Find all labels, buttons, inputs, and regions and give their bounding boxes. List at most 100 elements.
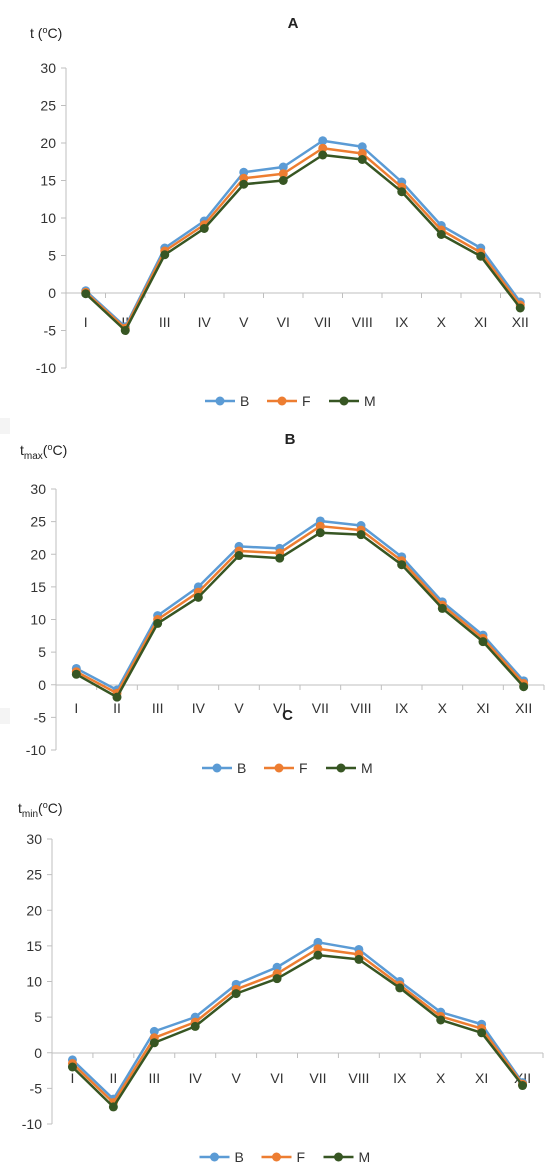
- data-point-M: [476, 251, 486, 261]
- y-tick-label: 5: [34, 1009, 42, 1025]
- data-point-M: [149, 1038, 159, 1048]
- data-point-M: [160, 250, 170, 260]
- data-point-M: [354, 954, 364, 964]
- x-tick-label: I: [74, 700, 78, 716]
- data-point-M: [436, 230, 446, 239]
- y-tick-label: 15: [26, 938, 42, 954]
- legend-marker-B: [210, 1152, 219, 1162]
- data-point-M: [272, 974, 282, 984]
- x-tick-label: I: [84, 314, 88, 330]
- y-tick-label: 25: [30, 514, 46, 530]
- y-tick-label: -5: [44, 323, 57, 339]
- data-point-B: [149, 1026, 159, 1036]
- y-axis-label: t (oC): [30, 25, 62, 41]
- data-point-M: [112, 692, 122, 702]
- x-tick-label: IV: [192, 700, 206, 716]
- data-point-M: [239, 179, 249, 189]
- data-point-F: [315, 521, 325, 531]
- series-line-F: [75, 524, 525, 695]
- series-line-B: [75, 519, 525, 692]
- x-tick-label: VII: [309, 1070, 326, 1086]
- data-point-M: [515, 303, 525, 313]
- data-point-M: [437, 603, 447, 613]
- x-tick-label: V: [239, 314, 249, 330]
- y-tick-label: 20: [26, 902, 42, 918]
- data-point-M: [318, 150, 328, 160]
- legend-marker-B: [212, 763, 222, 773]
- data-point-M: [397, 560, 407, 570]
- data-point-B: [272, 962, 282, 972]
- x-tick-label: III: [148, 1070, 160, 1086]
- x-tick-label: VIII: [350, 700, 371, 716]
- data-point-M: [477, 1028, 487, 1038]
- y-tick-label: 30: [40, 60, 56, 76]
- data-point-F: [278, 169, 288, 179]
- legend-marker-F: [272, 1152, 281, 1162]
- y-tick-label: -10: [36, 360, 56, 376]
- series-line-M: [71, 953, 524, 1109]
- x-tick-label: IX: [395, 700, 409, 716]
- data-point-M: [231, 989, 241, 999]
- legend-label-B: B: [237, 760, 246, 776]
- x-tick-label: I: [71, 1070, 75, 1086]
- x-tick-label: III: [159, 314, 171, 330]
- x-tick-label: II: [109, 1070, 117, 1086]
- x-tick-label: XI: [476, 700, 489, 716]
- data-point-M: [190, 1021, 200, 1031]
- data-point-M: [356, 530, 366, 540]
- panel-separator: [0, 418, 10, 434]
- data-point-M: [67, 1062, 77, 1072]
- y-tick-label: 10: [40, 210, 56, 226]
- x-tick-label: III: [152, 700, 164, 716]
- x-tick-label: VIII: [352, 314, 373, 330]
- legend-label-M: M: [359, 1149, 371, 1165]
- legend-marker-M: [336, 763, 346, 773]
- data-point-M: [278, 176, 288, 185]
- y-tick-label: 10: [26, 974, 42, 990]
- y-axis-label: tmax(oC): [20, 442, 67, 462]
- data-point-M: [234, 551, 244, 561]
- data-point-M: [357, 155, 367, 164]
- x-tick-label: II: [121, 314, 129, 330]
- legend-marker-B: [215, 396, 225, 406]
- x-tick-label: VII: [312, 700, 329, 716]
- series-line-M: [75, 531, 525, 699]
- x-tick-label: IX: [393, 1070, 407, 1086]
- x-tick-label: XII: [512, 314, 529, 330]
- chart-title: C: [282, 707, 293, 724]
- data-point-M: [519, 682, 529, 692]
- legend-label-F: F: [302, 393, 311, 409]
- chart-title: A: [288, 15, 299, 32]
- data-point-M: [199, 224, 209, 233]
- data-point-M: [313, 950, 323, 960]
- x-tick-label: IV: [189, 1070, 203, 1086]
- series-line-B: [84, 139, 522, 328]
- data-point-M: [81, 289, 91, 299]
- data-point-M: [71, 669, 81, 679]
- x-tick-label: VII: [314, 314, 331, 330]
- x-tick-label: II: [113, 700, 121, 716]
- data-point-B: [318, 136, 328, 146]
- data-point-M: [315, 528, 325, 538]
- series-line-F: [84, 147, 522, 330]
- data-point-M: [108, 1102, 118, 1112]
- x-tick-label: XI: [474, 314, 487, 330]
- y-tick-label: -5: [30, 1080, 43, 1096]
- y-tick-label: 25: [40, 98, 56, 114]
- legend-label-M: M: [361, 760, 373, 776]
- data-point-F: [313, 944, 323, 954]
- y-tick-label: -10: [22, 1116, 42, 1132]
- chart-title: B: [285, 431, 296, 448]
- legend-label-F: F: [299, 760, 308, 776]
- legend-label-B: B: [235, 1149, 244, 1165]
- y-tick-label: 10: [30, 612, 46, 628]
- legend-marker-M: [334, 1152, 343, 1162]
- x-tick-label: X: [437, 314, 447, 330]
- y-axis-label: tmin(oC): [18, 800, 62, 820]
- panel-separator: [0, 708, 10, 724]
- y-tick-label: -5: [34, 709, 47, 725]
- series-line-M: [84, 153, 522, 332]
- data-point-M: [397, 187, 407, 197]
- data-point-M: [153, 618, 163, 628]
